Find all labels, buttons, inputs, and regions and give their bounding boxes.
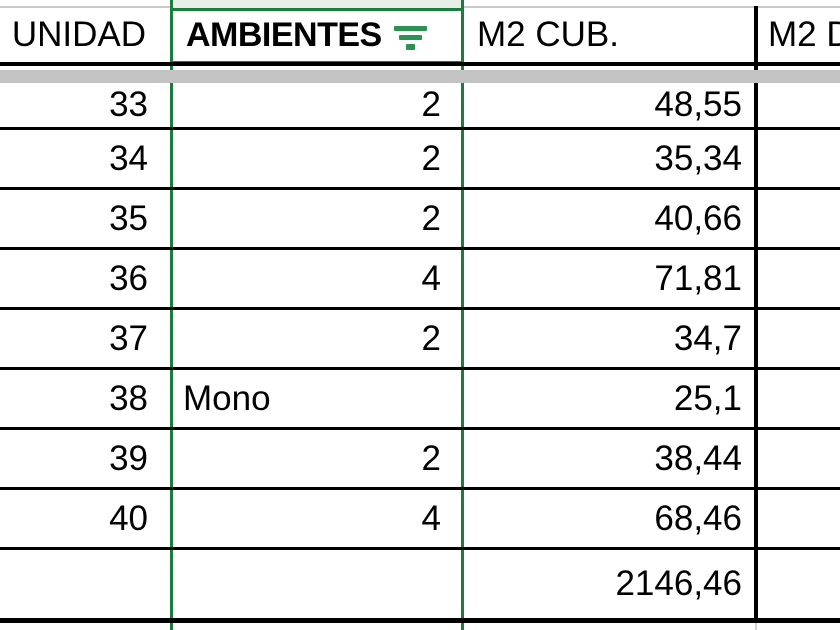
- column-header-label: M2 D: [768, 15, 840, 54]
- table-row: 39 2 38,44: [0, 430, 840, 487]
- row-border: [0, 547, 840, 550]
- row-border: [0, 427, 840, 430]
- selection-border-right: [461, 0, 464, 630]
- column-selection-tint: [170, 0, 464, 9]
- cell-m2-cub[interactable]: 25,1: [673, 378, 742, 418]
- cell-ambientes[interactable]: 2: [421, 85, 441, 124]
- frozen-row-divider[interactable]: [0, 70, 840, 83]
- cell-border-vertical: [754, 6, 758, 618]
- column-header-label: AMBIENTES: [186, 15, 382, 54]
- filter-icon[interactable]: [393, 26, 427, 50]
- cell-unidad[interactable]: [0, 550, 148, 618]
- cell-ambientes[interactable]: 4: [421, 258, 441, 298]
- table-row-total: 2146,46: [0, 550, 840, 618]
- cell-m2-cub[interactable]: 48,55: [654, 85, 742, 124]
- gridline: [755, 623, 757, 630]
- cell-ambientes[interactable]: Mono: [183, 378, 271, 418]
- column-header-m2-d[interactable]: M2 D: [768, 8, 840, 62]
- table-row: 35 2 40,66: [0, 190, 840, 247]
- table-row: 40 4 68,46: [0, 490, 840, 547]
- cell-m2-cub[interactable]: 71,81: [654, 258, 742, 298]
- cell-ambientes[interactable]: 2: [421, 138, 441, 178]
- gridline: [464, 6, 840, 8]
- column-header-ambientes[interactable]: AMBIENTES: [186, 8, 456, 62]
- table-row: 34 2 35,34: [0, 130, 840, 187]
- cell-unidad[interactable]: 40: [109, 498, 148, 538]
- gridline: [0, 6, 170, 8]
- cell-m2-cub[interactable]: 68,46: [654, 498, 742, 538]
- cell-unidad[interactable]: 38: [109, 378, 148, 418]
- table-row: 38 Mono 25,1: [0, 370, 840, 427]
- cell-unidad[interactable]: 35: [109, 198, 148, 238]
- row-border: [0, 487, 840, 490]
- table-bottom-border: [0, 618, 840, 623]
- table-row: 37 2 34,7: [0, 310, 840, 367]
- cell-m2-cub[interactable]: 38,44: [654, 438, 742, 478]
- row-border: [0, 367, 840, 370]
- cell-ambientes[interactable]: [175, 550, 441, 618]
- cell-m2-cub-total[interactable]: 2146,46: [615, 564, 742, 603]
- selected-column-header-outline: [170, 8, 464, 64]
- table-row: 36 4 71,81: [0, 250, 840, 307]
- row-border: [0, 247, 840, 250]
- cell-m2-cub[interactable]: 35,34: [654, 138, 742, 178]
- cell-ambientes[interactable]: 2: [421, 438, 441, 478]
- column-header-m2-cub[interactable]: M2 CUB.: [477, 8, 747, 62]
- column-header-label: UNIDAD: [11, 15, 146, 54]
- cell-unidad[interactable]: 39: [109, 438, 148, 478]
- column-header-unidad[interactable]: UNIDAD: [0, 8, 146, 62]
- cell-unidad[interactable]: 34: [109, 138, 148, 178]
- cell-unidad[interactable]: 33: [109, 85, 148, 124]
- cell-m2-cub[interactable]: 40,66: [654, 198, 742, 238]
- cell-unidad[interactable]: 36: [109, 258, 148, 298]
- cell-ambientes[interactable]: 4: [421, 498, 441, 538]
- column-header-label: M2 CUB.: [477, 15, 619, 54]
- selection-border-left: [170, 0, 173, 630]
- row-border: [0, 127, 840, 130]
- row-border: [0, 307, 840, 310]
- header-bottom-border: [0, 62, 840, 66]
- cell-unidad[interactable]: 37: [109, 318, 148, 358]
- cell-ambientes[interactable]: 2: [421, 198, 441, 238]
- cell-m2-cub[interactable]: 34,7: [673, 318, 742, 358]
- table-row: 33 2 48,55: [0, 83, 840, 127]
- row-border: [0, 187, 840, 190]
- cell-ambientes[interactable]: 2: [421, 318, 441, 358]
